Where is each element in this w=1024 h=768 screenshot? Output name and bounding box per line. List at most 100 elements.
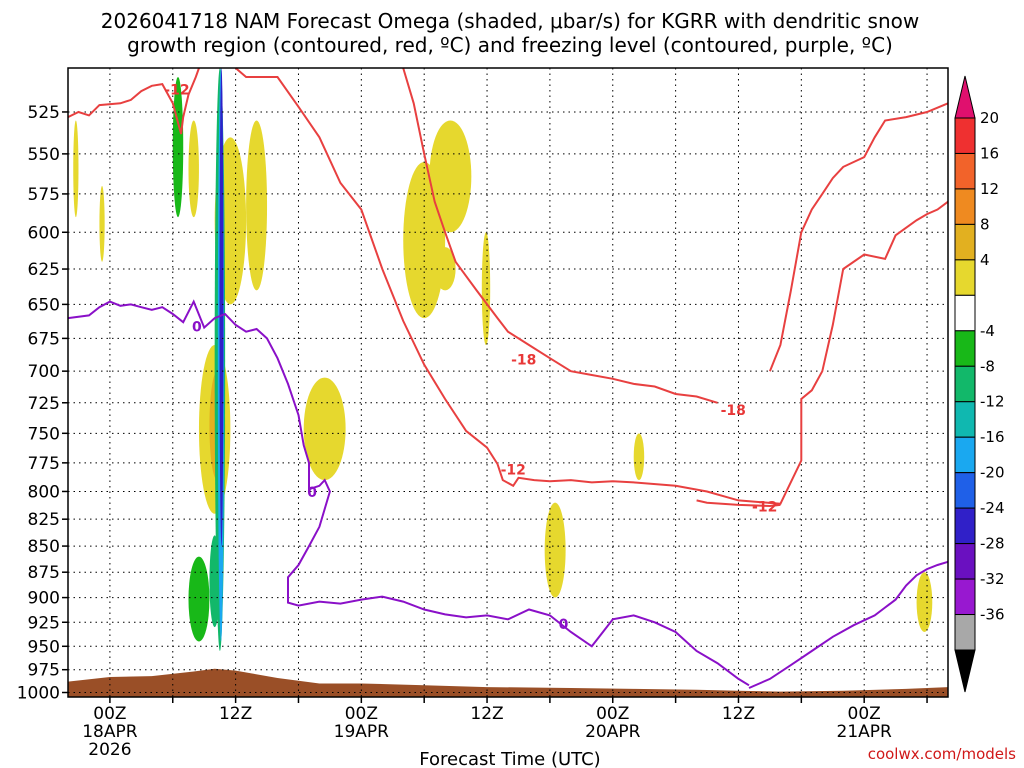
dendritic-minus12-contour — [67, 67, 200, 135]
colorbar-tick-label: -32 — [980, 570, 1005, 588]
y-tick-label: 575 — [28, 185, 60, 205]
colorbar-band — [954, 578, 976, 616]
x-tick-label: 00Z — [345, 704, 378, 724]
colorbar-bottom-arrow — [954, 649, 976, 693]
contour-label-minus12: -12 — [752, 500, 777, 516]
colorbar-band — [954, 259, 976, 296]
colorbar-band — [954, 117, 976, 154]
contour-label-zero: 0 — [559, 617, 569, 633]
x-tick-label: 12Z — [470, 704, 503, 724]
colorbar-band — [954, 614, 976, 651]
y-tick-label: 900 — [28, 589, 60, 609]
colorbar-tick-label: 8 — [980, 215, 990, 233]
freezing-level-contour — [748, 560, 949, 689]
chart-title-line1: 2026041718 NAM Forecast Omega (shaded, μ… — [101, 9, 919, 33]
contour-label-zero: 0 — [192, 320, 202, 336]
colorbar-tick-label: 16 — [980, 144, 999, 162]
x-tick-label: 00Z — [596, 704, 629, 724]
colorbar-band — [954, 507, 976, 545]
y-tick-label: 650 — [28, 295, 60, 315]
chart-title-line2: growth region (contoured, red, ºC) and f… — [127, 33, 893, 57]
colorbar-tick-label: 4 — [980, 251, 990, 269]
y-tick-label: 850 — [28, 537, 60, 557]
colorbar-band — [954, 365, 976, 403]
terrain-fill — [68, 668, 948, 697]
colorbar-band — [954, 436, 976, 474]
colorbar-band — [954, 294, 976, 332]
omega-shade-cell — [219, 67, 224, 547]
colorbar-tick-label: -4 — [980, 322, 995, 340]
colorbar-band — [954, 401, 976, 438]
contour-label-minus12: -12 — [164, 83, 189, 99]
plot-frame — [67, 67, 949, 698]
x-tick-label: 12Z — [722, 704, 755, 724]
colorbar-tick-label: 12 — [980, 180, 999, 198]
colorbar-tick-label: 20 — [980, 109, 999, 127]
colorbar-band — [954, 330, 976, 367]
colorbar-band — [954, 188, 976, 225]
dendritic-minus12-contour — [696, 499, 781, 508]
x-tick-label: 00Z — [848, 704, 881, 724]
y-axis: 525 550 575 600 625 650 675 700 725 750 775 800 825 8… — [17, 103, 68, 704]
x-tick-year: 2026 — [88, 740, 131, 760]
colorbar: 20 16 12 8 4 -4 -8 -12 -16 -20 -24 -28 -32 -36 — [954, 75, 1005, 693]
colorbar-band — [954, 223, 976, 261]
colorbar-band — [954, 472, 976, 509]
x-tick-date: 21APR — [837, 722, 893, 742]
omega-shade-cell — [303, 377, 346, 481]
omega-shade-cell — [73, 120, 79, 218]
omega-shade-cell — [633, 433, 645, 481]
x-tick-date: 19APR — [334, 722, 390, 742]
x-tick-label: 12Z — [219, 704, 252, 724]
colorbar-tick-label: -8 — [980, 357, 995, 375]
colorbar-tick-label: -28 — [980, 535, 1005, 553]
freezing-level-contour — [67, 299, 750, 687]
omega-shade-cell — [434, 247, 456, 291]
omega-shade-cell — [429, 120, 472, 233]
terrain-layer — [68, 668, 948, 697]
y-tick-label: 975 — [28, 661, 60, 681]
x-axis-title: Forecast Time (UTC) — [419, 749, 600, 768]
omega-shade-cell — [916, 572, 933, 632]
dendritic-minus12-contour — [768, 102, 949, 372]
colorbar-tick-label: -16 — [980, 428, 1005, 446]
contour-label-minus18: -18 — [511, 353, 536, 369]
dendritic-minus12-contour — [234, 67, 949, 505]
contour-layer: -12 -18 -18 -12 -12 0 0 0 — [67, 67, 949, 689]
omega-shade-cell — [544, 502, 566, 598]
y-tick-label: 625 — [28, 260, 60, 280]
y-tick-label: 725 — [28, 394, 60, 414]
y-tick-label: 800 — [28, 482, 60, 502]
y-tick-label: 825 — [28, 510, 60, 530]
credit-text: coolwx.com/models — [868, 745, 1016, 763]
x-tick-date: 18APR — [82, 722, 138, 742]
contour-label-minus18: -18 — [721, 403, 746, 419]
y-tick-label: 775 — [28, 454, 60, 474]
y-tick-label: 750 — [28, 424, 60, 444]
grid-layer — [68, 68, 948, 697]
colorbar-tick-label: -24 — [980, 499, 1005, 517]
omega-shade-cell — [188, 556, 210, 642]
omega-shade-cell — [188, 120, 199, 218]
x-tick-date: 20APR — [585, 722, 641, 742]
contour-label-minus12: -12 — [501, 462, 526, 478]
y-tick-label: 700 — [28, 362, 60, 382]
colorbar-band — [954, 152, 976, 190]
y-tick-label: 1000 — [17, 684, 60, 704]
omega-shade-cell — [246, 120, 268, 291]
y-tick-label: 525 — [28, 103, 60, 123]
x-tick-label: 00Z — [93, 704, 126, 724]
colorbar-tick-label: -36 — [980, 606, 1005, 624]
y-tick-label: 550 — [28, 145, 60, 165]
omega-shade-cell — [481, 232, 491, 346]
dendritic-minus18-contour — [402, 67, 718, 404]
colorbar-top-arrow — [954, 75, 976, 119]
colorbar-tick-label: -20 — [980, 464, 1005, 482]
y-tick-label: 875 — [28, 563, 60, 583]
y-tick-label: 925 — [28, 613, 60, 633]
omega-shade-cell — [99, 186, 105, 262]
colorbar-tick-label: -12 — [980, 393, 1005, 411]
y-tick-label: 600 — [28, 223, 60, 243]
